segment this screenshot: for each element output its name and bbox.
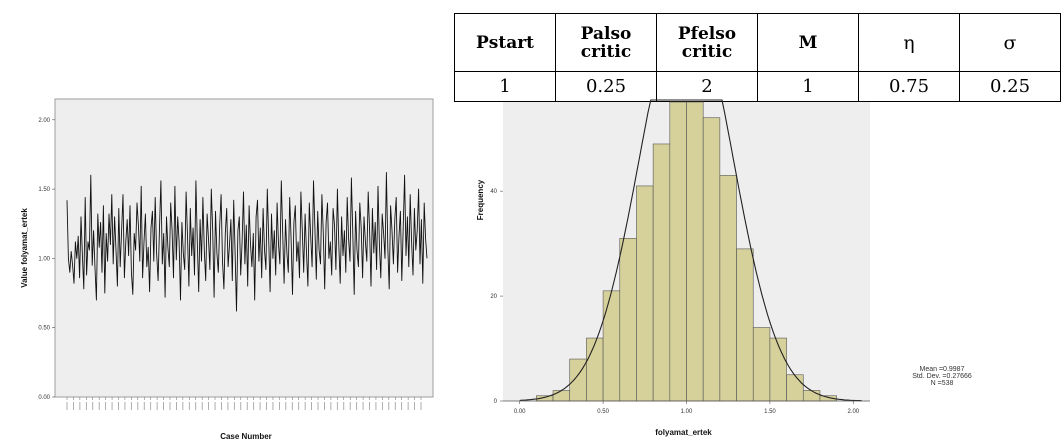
histogram-bar	[686, 101, 704, 402]
line-chart-y-tick-label: 2.00	[38, 118, 50, 124]
line-chart-y-tick-label: 1.00	[38, 256, 50, 262]
histogram-bar	[702, 117, 721, 402]
histogram-bar	[619, 238, 637, 402]
parameters-header-row: Pstart Palso critic Pfelso critic M η σ	[454, 13, 1061, 72]
histogram-y-tick-label: 0	[494, 399, 498, 405]
line-chart-y-tick-label: 1.50	[38, 187, 50, 193]
histogram-bars	[536, 101, 837, 402]
line-chart-y-axis-label: Value folyamat_ertek	[20, 208, 29, 288]
stats-n: N =538	[931, 380, 954, 387]
histogram-bar	[669, 101, 687, 402]
histogram-bar	[552, 390, 571, 402]
value-pfelso-critic: 2	[656, 71, 758, 102]
histogram-y-tick-label: 20	[490, 294, 497, 300]
stats-mean: Mean =0.9987	[920, 366, 965, 373]
value-pstart: 1	[454, 71, 556, 102]
line-chart-y-tick-label: 0.00	[38, 395, 50, 401]
histogram-x-tick-label: 0.50	[597, 409, 609, 415]
histogram-chart: 0 20 40 0.00 0.50 1.00 1.50 2.00 Frequency fol…	[476, 99, 972, 437]
header-palso-critic: Palso critic	[555, 13, 657, 72]
histogram-x-ticks: 0.00 0.50 1.00 1.50 2.00	[514, 401, 860, 415]
histogram-x-tick-label: 2.00	[847, 409, 859, 415]
line-chart-y-tick-label: 0.50	[38, 326, 50, 332]
header-pfelso-critic: Pfelso critic	[656, 13, 758, 72]
histogram-normal-curve	[519, 99, 862, 402]
header-sigma: σ	[959, 13, 1061, 72]
histogram-bar	[786, 374, 804, 402]
histogram-y-axis-label: Frequency	[476, 179, 485, 220]
line-chart-y-ticks: 2.00 1.50 1.00 0.50 0.00	[38, 118, 55, 401]
histogram-x-tick-label: 1.50	[764, 409, 776, 415]
histogram-bar	[586, 337, 604, 402]
line-chart: 2.00 1.50 1.00 0.50 0.00 Value folyamat_erte…	[20, 98, 434, 441]
histogram-bar	[719, 175, 737, 402]
line-chart-x-ticks	[66, 397, 422, 410]
histogram-bar	[752, 327, 771, 402]
header-eta: η	[858, 13, 960, 72]
histogram-bar	[802, 390, 821, 402]
value-sigma: 0.25	[959, 71, 1061, 102]
histogram-bar	[652, 143, 671, 402]
histogram-bar	[736, 248, 754, 402]
histogram-bar	[769, 337, 787, 402]
stats-std-dev: Std. Dev. =0.27666	[912, 373, 972, 380]
value-eta: 0.75	[858, 71, 960, 102]
line-chart-series-line	[66, 172, 428, 312]
histogram-x-tick-label: 0.00	[514, 409, 526, 415]
parameters-value-row: 1 0.25 2 1 0.75 0.25	[454, 71, 1061, 102]
histogram-x-axis-label: folyamat_ertek	[655, 428, 712, 437]
value-m: 1	[757, 71, 859, 102]
header-pstart: Pstart	[454, 13, 556, 72]
histogram-bar	[636, 185, 654, 402]
parameters-table: Pstart Palso critic Pfelso critic M η σ 1 …	[454, 13, 1061, 102]
histogram-x-tick-label: 1.00	[681, 409, 693, 415]
value-palso-critic: 0.25	[555, 71, 657, 102]
line-chart-x-axis-label: Case Number	[220, 432, 272, 441]
histogram-stats: Mean =0.9987 Std. Dev. =0.27666 N =538	[912, 366, 972, 387]
histogram-bar	[602, 290, 621, 402]
histogram-y-tick-label: 40	[490, 189, 497, 195]
